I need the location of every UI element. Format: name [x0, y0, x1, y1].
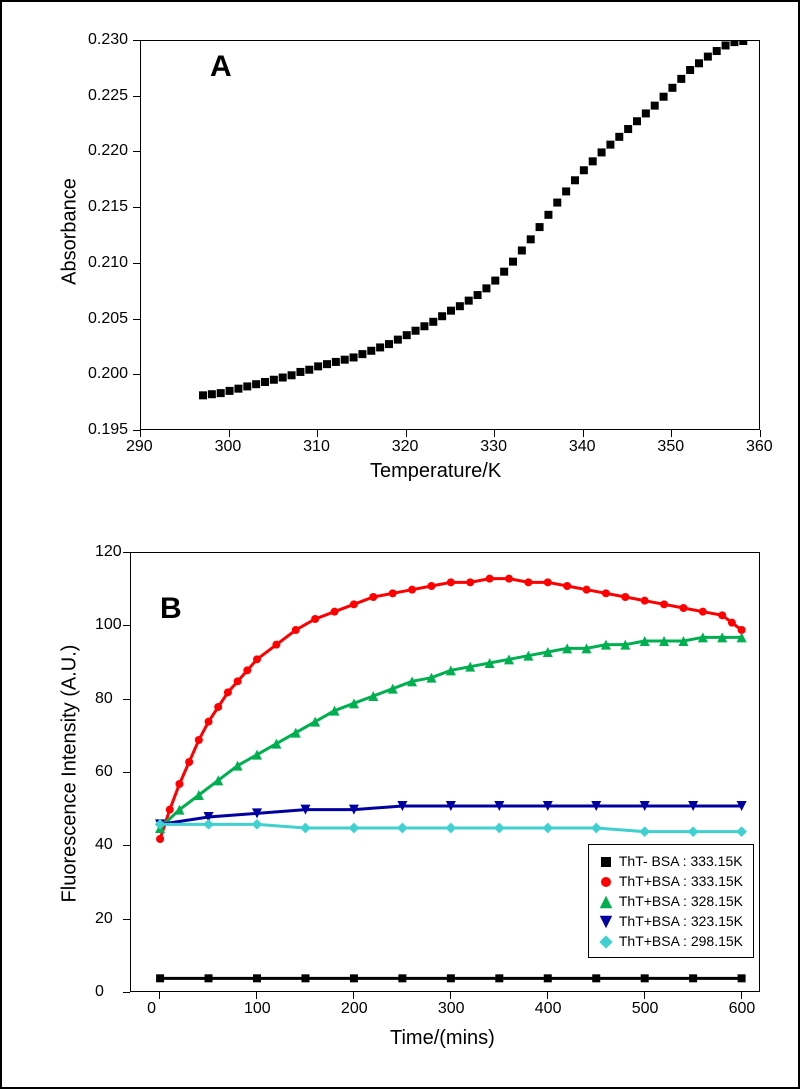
ytick [133, 430, 140, 431]
xtick-label: 100 [244, 1000, 271, 1018]
legend-row: ThT+BSA : 328.15K [599, 891, 743, 911]
ytick [133, 319, 140, 320]
ytick [133, 263, 140, 264]
legend-marker [599, 915, 611, 927]
panel-b-xlabel: Time/(mins) [390, 1027, 495, 1050]
ytick [123, 699, 130, 700]
legend-row: ThT+BSA : 333.15K [599, 871, 743, 891]
panel-a-svg [141, 41, 761, 431]
ytick-label: 0 [95, 983, 104, 1001]
xtick-label: 500 [632, 1000, 659, 1018]
ytick-label: 0.225 [88, 87, 128, 105]
legend-label: ThT+BSA : 328.15K [619, 893, 743, 909]
ytick [123, 992, 130, 993]
xtick-label: 290 [126, 438, 153, 456]
xtick [583, 430, 584, 437]
ytick-label: 0.215 [88, 198, 128, 216]
ytick-label: 0.200 [88, 365, 128, 383]
xtick-label: 360 [746, 438, 773, 456]
xtick [450, 992, 451, 999]
ytick-label: 20 [95, 910, 113, 928]
xtick [406, 430, 407, 437]
xtick [317, 430, 318, 437]
xtick-label: 300 [215, 438, 242, 456]
xtick [256, 992, 257, 999]
ytick [123, 845, 130, 846]
xtick-label: 400 [535, 1000, 562, 1018]
xtick [229, 430, 230, 437]
panel-a-xlabel: Temperature/K [370, 460, 501, 483]
legend-marker [599, 855, 611, 867]
xtick [741, 992, 742, 999]
ytick-label: 0.205 [88, 310, 128, 328]
ytick-label: 0.230 [88, 31, 128, 49]
xtick [140, 430, 141, 437]
xtick [760, 430, 761, 437]
legend-marker [599, 935, 611, 947]
legend-label: ThT+BSA : 333.15K [619, 873, 743, 889]
legend-marker [599, 895, 611, 907]
legend-row: ThT+BSA : 298.15K [599, 931, 743, 951]
ytick-label: 0.195 [88, 421, 128, 439]
ytick-label: 40 [95, 836, 113, 854]
xtick-label: 300 [438, 1000, 465, 1018]
legend-row: ThT+BSA : 323.15K [599, 911, 743, 931]
ytick [123, 625, 130, 626]
ytick-label: 0.220 [88, 142, 128, 160]
xtick-label: 310 [303, 438, 330, 456]
panel-a-ylabel: Absorbance [59, 172, 82, 292]
ytick-label: 100 [95, 616, 122, 634]
xtick-label: 200 [341, 1000, 368, 1018]
xtick-label: 350 [657, 438, 684, 456]
ytick [133, 374, 140, 375]
xtick [547, 992, 548, 999]
ytick [133, 207, 140, 208]
panel-b-ylabel: Fluorescence Intensity (A.U.) [59, 644, 82, 904]
ytick-label: 80 [95, 690, 113, 708]
panel-a-plot-area [140, 40, 760, 430]
xtick [494, 430, 495, 437]
ytick-label: 60 [95, 763, 113, 781]
xtick-label: 600 [729, 1000, 756, 1018]
ytick [133, 40, 140, 41]
xtick-label: 0 [147, 1000, 156, 1018]
legend-marker [599, 875, 611, 887]
ytick [123, 552, 130, 553]
panel-b: B Fluorescence Intensity (A.U.) Time/(mi… [20, 532, 784, 1072]
panel-b-legend: ThT- BSA : 333.15K ThT+BSA : 333.15K ThT+B… [588, 844, 754, 958]
legend-label: ThT- BSA : 333.15K [619, 853, 743, 869]
xtick [671, 430, 672, 437]
legend-label: ThT+BSA : 298.15K [619, 933, 743, 949]
xtick [353, 992, 354, 999]
figure-container: A Absorbance Temperature/K 2903003103203… [0, 0, 800, 1089]
ytick [133, 96, 140, 97]
ytick [123, 772, 130, 773]
xtick [644, 992, 645, 999]
xtick-label: 330 [480, 438, 507, 456]
ytick-label: 0.210 [88, 254, 128, 272]
xtick [159, 992, 160, 999]
ytick-label: 120 [95, 543, 122, 561]
xtick-label: 320 [392, 438, 419, 456]
legend-label: ThT+BSA : 323.15K [619, 913, 743, 929]
panel-a: A Absorbance Temperature/K 2903003103203… [20, 20, 784, 502]
legend-row: ThT- BSA : 333.15K [599, 851, 743, 871]
xtick-label: 340 [569, 438, 596, 456]
ytick [133, 151, 140, 152]
ytick [123, 919, 130, 920]
